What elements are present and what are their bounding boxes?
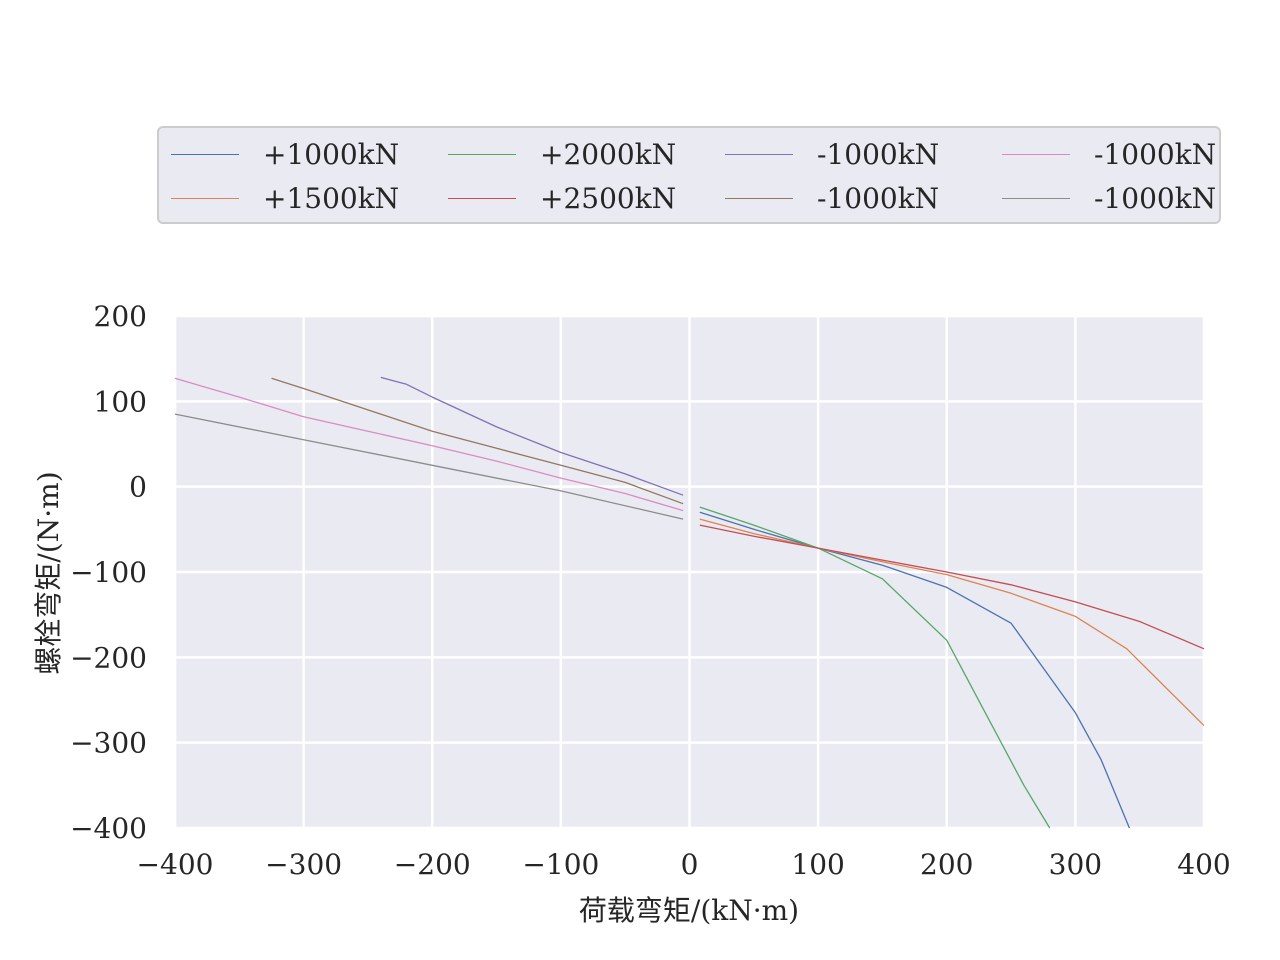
- y-tick-label: −300: [70, 727, 147, 760]
- x-tick-label: −300: [265, 848, 342, 881]
- tick-labels: −400 −300 −200 −100 0 100 200 300 400 200 100 0 −100…: [70, 300, 1231, 881]
- series-line-2: [699, 506, 1051, 829]
- legend-swatch: [171, 153, 239, 155]
- series-line-1: [699, 518, 1205, 727]
- legend-item: +1500kN: [171, 178, 399, 218]
- y-tick-label: 200: [94, 300, 147, 333]
- series-line-7: [174, 413, 684, 520]
- x-tick-label: 200: [920, 848, 973, 881]
- y-tick-label: −400: [70, 812, 147, 845]
- series-line-0: [699, 511, 1131, 829]
- x-tick-label: 100: [791, 848, 844, 881]
- x-tick-label: −400: [137, 848, 214, 881]
- legend: +1000kN +1500kN +2000kN +2500kN -1000kN -1000…: [157, 126, 1221, 224]
- legend-label: +1500kN: [263, 181, 400, 215]
- series-line-6: [174, 377, 684, 512]
- series-line-4: [380, 376, 684, 496]
- legend-swatch: [725, 153, 793, 155]
- grid: [173, 314, 1206, 830]
- y-tick-label: −200: [70, 641, 147, 674]
- legend-label: +2000kN: [540, 137, 677, 171]
- legend-swatch: [448, 153, 516, 155]
- x-tick-label: 0: [681, 848, 699, 881]
- legend-label: -1000kN: [1094, 137, 1217, 171]
- legend-label: -1000kN: [1094, 181, 1217, 215]
- legend-swatch: [1002, 197, 1070, 199]
- x-tick-label: 300: [1049, 848, 1102, 881]
- legend-item: +2500kN: [448, 178, 676, 218]
- legend-swatch: [171, 197, 239, 199]
- legend-item: -1000kN: [1002, 178, 1216, 218]
- y-tick-label: 100: [94, 385, 147, 418]
- y-tick-label: 0: [129, 471, 147, 504]
- legend-label: +1000kN: [263, 137, 400, 171]
- legend-swatch: [448, 197, 516, 199]
- legend-item: +2000kN: [448, 134, 676, 174]
- legend-label: -1000kN: [817, 181, 940, 215]
- legend-swatch: [1002, 153, 1070, 155]
- series-line-5: [271, 377, 684, 505]
- legend-item: -1000kN: [1002, 134, 1216, 174]
- x-axis-label: 荷载弯矩/(kN·m): [579, 894, 799, 927]
- legend-swatch: [725, 197, 793, 199]
- x-tick-label: −100: [522, 848, 599, 881]
- series-layer: [174, 376, 1205, 829]
- legend-item: -1000kN: [725, 134, 939, 174]
- legend-label: +2500kN: [540, 181, 677, 215]
- series-line-3: [699, 524, 1205, 650]
- legend-item: +1000kN: [171, 134, 399, 174]
- x-tick-label: −200: [394, 848, 471, 881]
- y-tick-label: −100: [70, 556, 147, 589]
- x-tick-label: 400: [1177, 848, 1230, 881]
- y-axis-label: 螺栓弯矩/(N·m): [32, 471, 65, 674]
- legend-item: -1000kN: [725, 178, 939, 218]
- legend-label: -1000kN: [817, 137, 940, 171]
